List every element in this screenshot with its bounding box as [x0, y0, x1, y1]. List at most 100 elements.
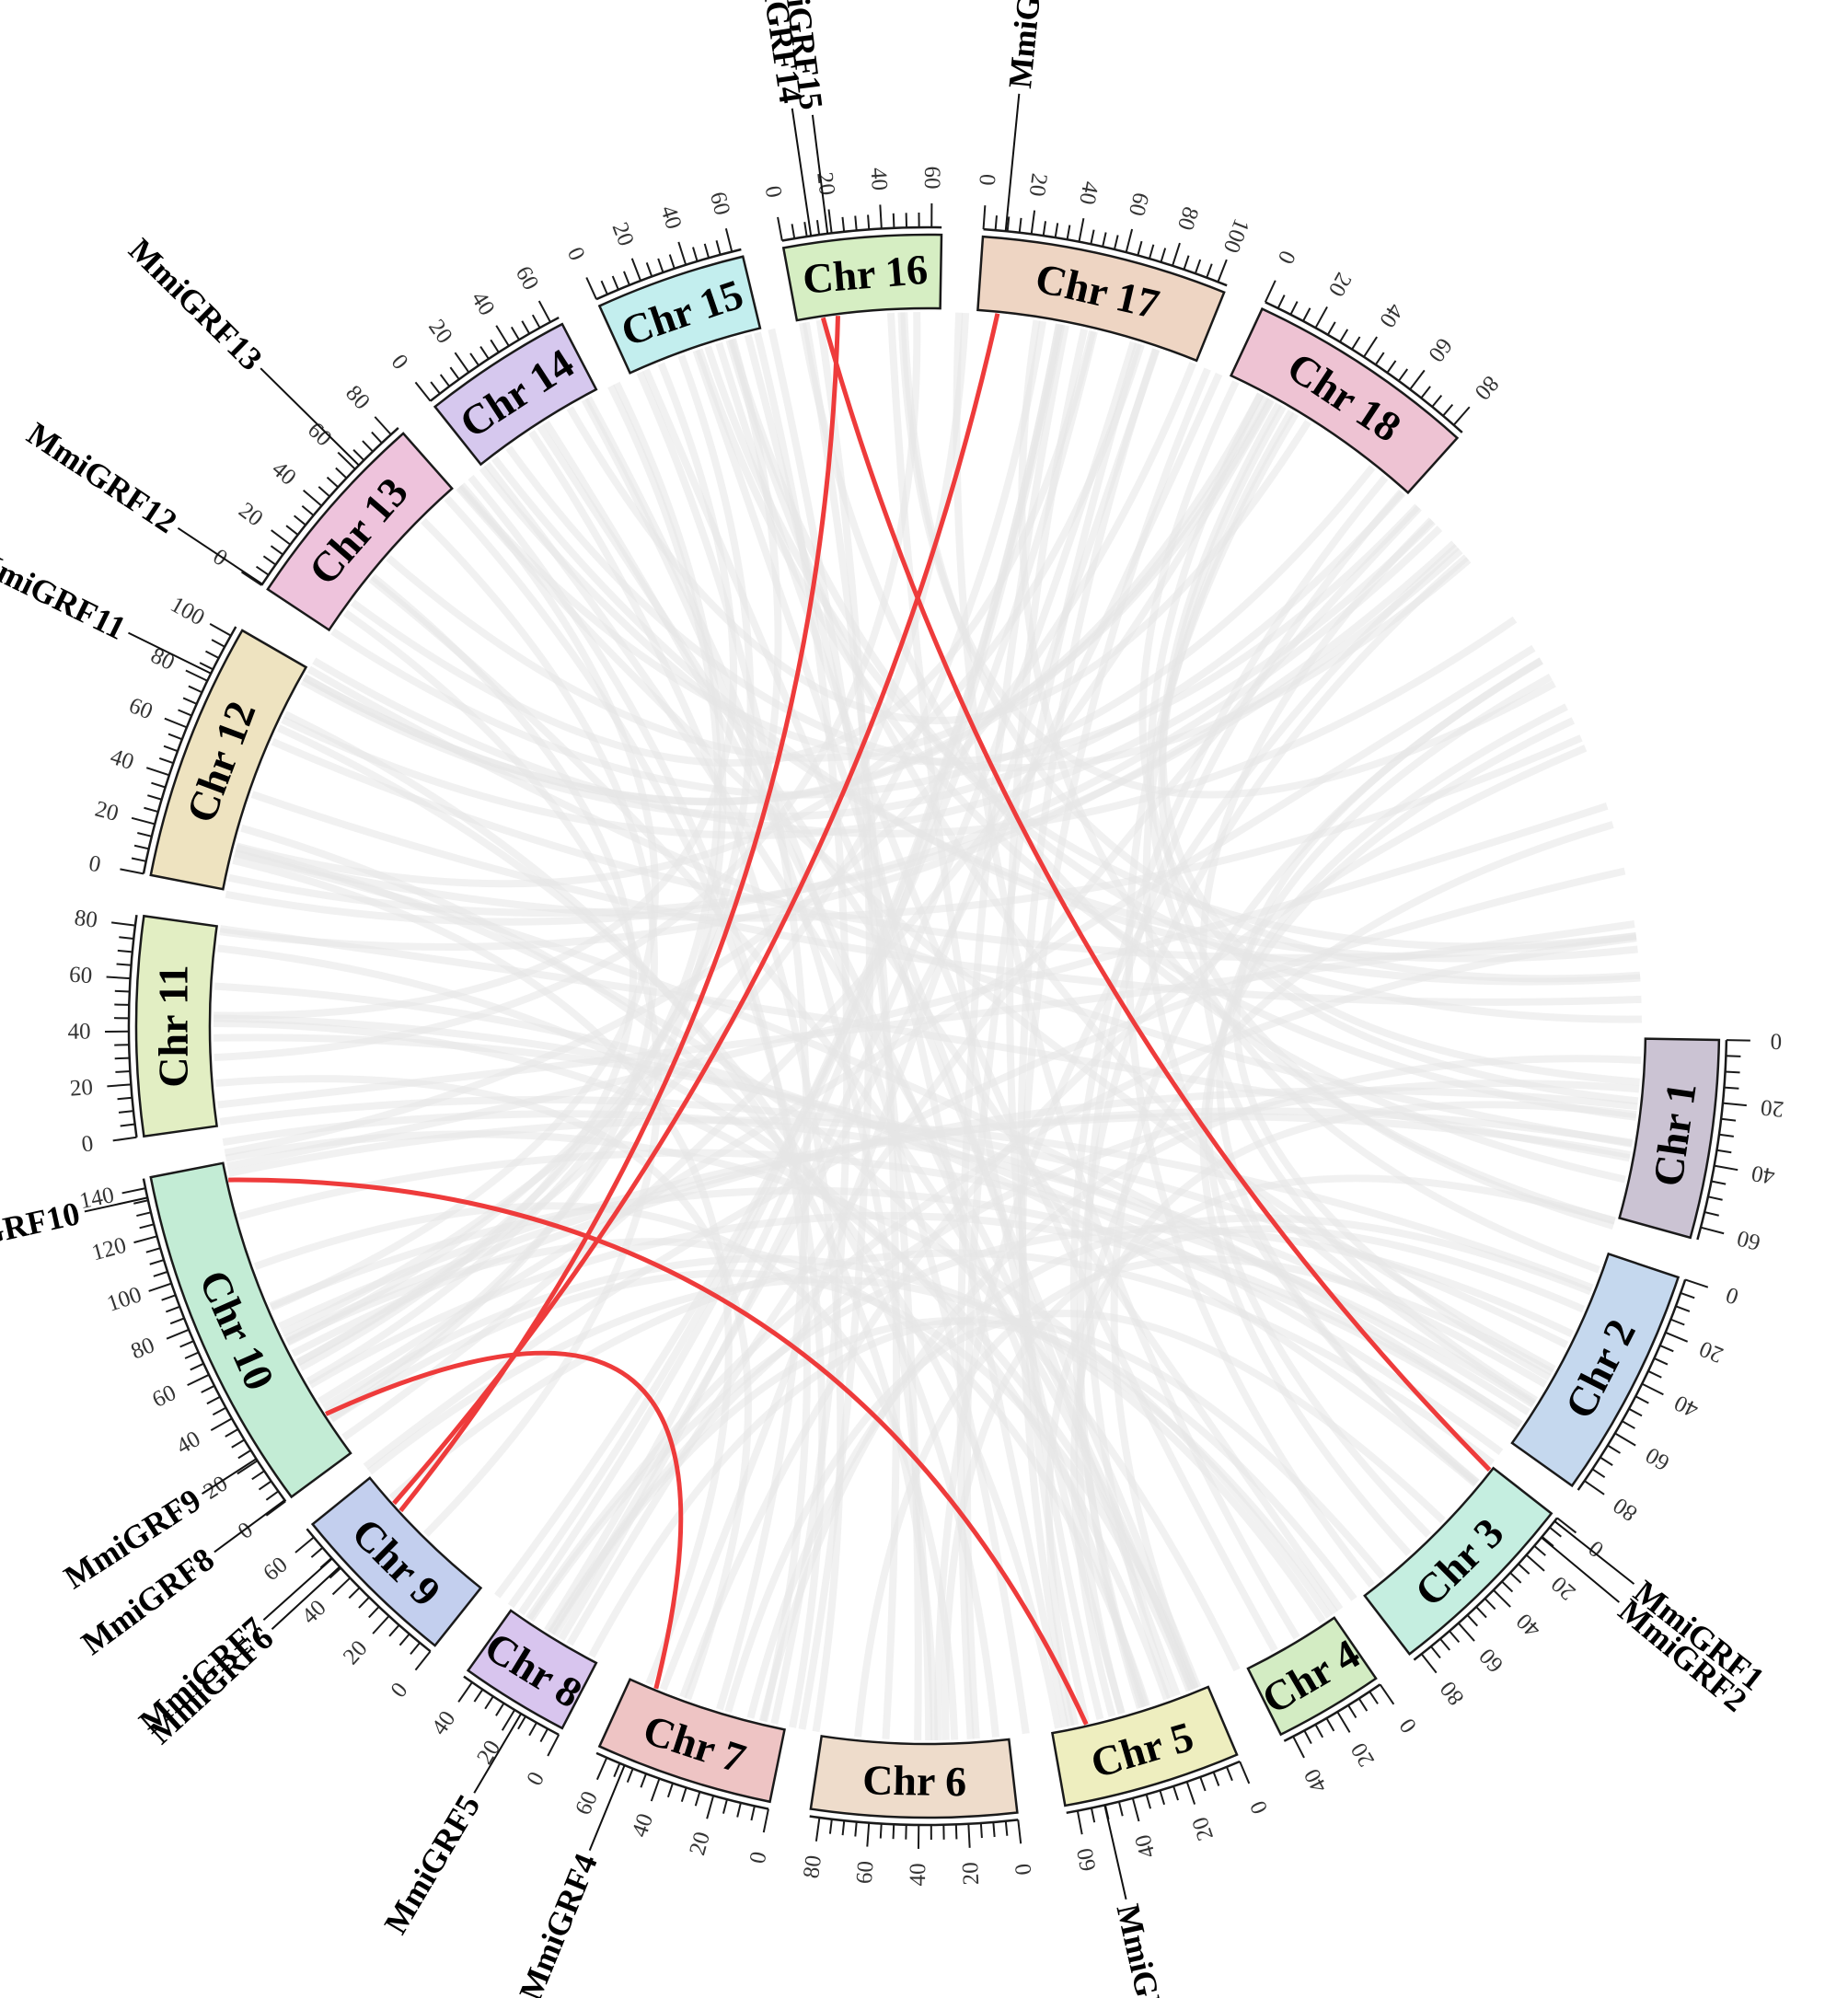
major-tick: [1665, 1331, 1689, 1343]
minor-tick: [285, 525, 299, 536]
tick-label: 60: [1735, 1225, 1763, 1254]
minor-tick: [1501, 1580, 1514, 1593]
minor-tick: [335, 467, 348, 479]
minor-tick: [715, 240, 722, 256]
major-tick: [1452, 406, 1471, 426]
major-tick: [1525, 1553, 1545, 1572]
tick-label: 0: [387, 350, 413, 375]
background-link: [388, 1249, 1496, 1501]
minor-tick: [119, 936, 134, 940]
tick-label: 60: [705, 190, 734, 218]
tick-label: 0: [80, 1131, 95, 1157]
tick-label: 60: [1423, 333, 1457, 366]
gene-label: MmiGRF12: [20, 415, 183, 540]
minor-tick: [1326, 321, 1336, 336]
background-link: [283, 1107, 1634, 1343]
tick-label: 40: [108, 745, 137, 775]
background-link: [225, 1130, 1333, 1619]
scale-axis: [1066, 1760, 1241, 1815]
minor-tick: [510, 326, 520, 341]
gene-label: MmiGRF5: [376, 1788, 487, 1940]
major-tick: [1185, 1781, 1196, 1805]
minor-tick: [1430, 1646, 1441, 1659]
tick-label: 80: [1609, 1493, 1642, 1526]
tick-label: 40: [627, 1810, 658, 1841]
major-tick: [1076, 1810, 1083, 1835]
tick-label: 40: [906, 1863, 930, 1886]
tick-label: 20: [472, 1736, 505, 1768]
major-tick: [724, 228, 733, 252]
tick-label: 60: [303, 418, 337, 452]
major-tick: [1125, 228, 1134, 253]
major-tick: [454, 352, 470, 374]
minor-tick: [484, 1695, 494, 1710]
major-tick: [145, 767, 170, 777]
minor-tick: [1159, 1790, 1166, 1806]
minor-tick: [1541, 1535, 1554, 1547]
minor-tick: [1533, 1544, 1546, 1556]
major-tick: [185, 669, 208, 682]
minor-tick: [1659, 1345, 1674, 1353]
minor-tick: [1721, 1117, 1737, 1122]
minor-tick: [803, 222, 808, 237]
chromosome-label: Chr 11: [150, 964, 197, 1087]
tick-label: 60: [852, 1860, 879, 1885]
minor-tick: [640, 1773, 647, 1788]
background-link: [704, 345, 1637, 951]
tick-label: 20: [1346, 1738, 1380, 1771]
major-tick: [110, 921, 136, 927]
background-link: [483, 461, 1195, 1692]
tick-label: 40: [466, 287, 499, 319]
major-tick: [106, 976, 131, 980]
minor-tick: [149, 1259, 165, 1265]
minor-tick: [854, 1821, 858, 1837]
minor-tick: [178, 709, 192, 717]
minor-tick: [151, 781, 166, 789]
minor-tick: [301, 504, 315, 516]
background-link: [548, 1317, 1357, 1635]
tick-label: 40: [1074, 179, 1103, 207]
chromosome-band: [310, 1476, 483, 1647]
tick-label: 60: [1474, 1644, 1508, 1678]
minor-tick: [867, 214, 871, 230]
minor-tick: [521, 320, 531, 335]
major-tick: [237, 1460, 259, 1475]
major-tick: [1314, 306, 1328, 329]
gene-label: MmiGRF3: [1109, 1900, 1179, 1998]
minor-tick: [348, 1587, 361, 1600]
tick-label: 0: [974, 173, 999, 186]
minor-tick: [613, 1762, 621, 1778]
gene-label: MmiGRF16: [1001, 0, 1055, 90]
minor-tick: [329, 1567, 341, 1579]
tick-label: 0: [234, 1518, 258, 1544]
major-tick: [133, 1235, 157, 1244]
background-link: [527, 1225, 1574, 1623]
minor-tick: [1160, 248, 1167, 263]
background-link: [456, 485, 1556, 1373]
chromosome-band: [1618, 1037, 1721, 1240]
major-tick: [1684, 1278, 1709, 1288]
minor-tick: [1716, 1149, 1732, 1154]
chromosome-band: [149, 629, 308, 891]
major-tick: [1030, 210, 1036, 235]
tick-label: 20: [1696, 1335, 1727, 1368]
major-tick: [501, 1709, 516, 1731]
minor-tick: [657, 258, 664, 273]
minor-tick: [692, 247, 699, 262]
major-tick: [1131, 1797, 1140, 1822]
minor-tick: [1591, 1468, 1606, 1479]
tick-label: 20: [607, 219, 639, 249]
tick-label: 20: [1547, 1571, 1581, 1605]
scale-axis: [1413, 1517, 1558, 1661]
chromosome-band: [149, 1161, 352, 1499]
tick-label: 40: [655, 202, 686, 232]
minor-tick: [184, 1351, 200, 1359]
gene-pointer-line: [271, 1565, 341, 1630]
tick-label: 60: [919, 166, 944, 189]
minor-tick: [237, 1449, 252, 1460]
minor-tick: [1442, 403, 1454, 417]
major-tick: [1641, 1382, 1664, 1396]
tick-label: 20: [69, 1075, 94, 1102]
